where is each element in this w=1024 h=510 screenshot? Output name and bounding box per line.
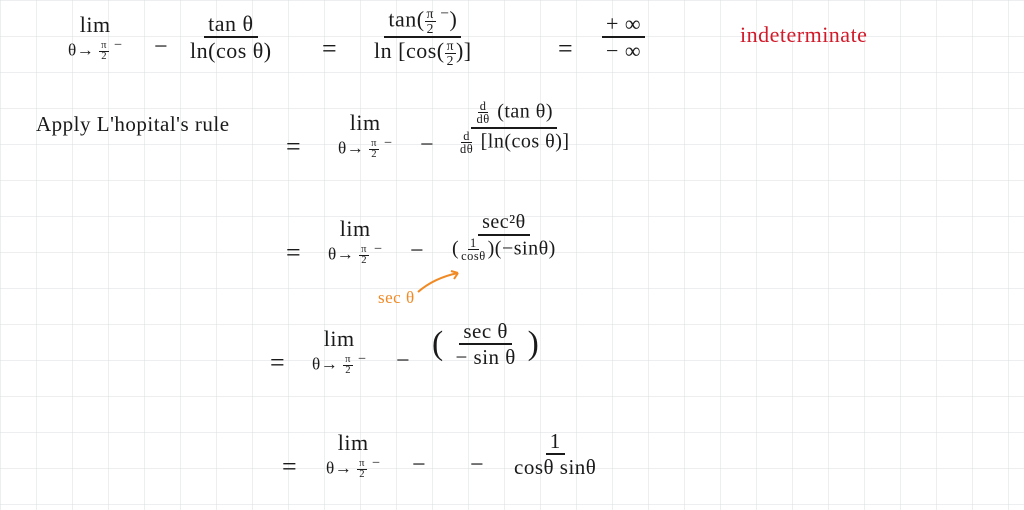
line2-frac: ddθ (tan θ) ddθ [ln(cos θ)] [454, 100, 574, 156]
line1-minus: − [154, 34, 168, 61]
handwriting-layer: lim θ→ π2 − − tan θ ln(cos θ) = tan(π2 −… [0, 0, 1024, 510]
line5-num: 1 [546, 430, 565, 455]
line4-eq: = [270, 348, 285, 378]
frac1-den: ln(cos θ) [186, 38, 276, 62]
frac3-num: + ∞ [602, 12, 645, 38]
frac2-num: tan(π2 −) [384, 6, 461, 38]
line1-frac3: + ∞ − ∞ [602, 12, 645, 62]
arrow-secant [410, 270, 470, 300]
line3-frac: sec²θ (1cosθ)(−sinθ) [448, 212, 560, 263]
line4-paren: ( sec θ − sin θ ) [432, 320, 539, 368]
line3-limit: lim θ→ π2 − [328, 218, 382, 267]
line4-den: − sin θ [451, 345, 519, 368]
line3-eq: = [286, 238, 301, 268]
line1-limit: lim θ→ π2 − [68, 14, 122, 63]
line5-eq: = [282, 452, 297, 482]
lhopital-label: Apply L'hopital's rule [36, 112, 230, 137]
lim-text: lim [80, 14, 111, 36]
line3-num: sec²θ [478, 212, 530, 236]
line5-minus2: − [470, 452, 484, 479]
annotation-indeterminate: indeterminate [740, 22, 867, 48]
line1-eq2: = [558, 34, 573, 64]
line1-eq1: = [322, 34, 337, 64]
line3-den: (1cosθ)(−sinθ) [448, 236, 560, 263]
line3-minus: − [410, 238, 424, 265]
line5-frac: 1 cosθ sinθ [510, 430, 600, 478]
line5-minus1: − [412, 452, 426, 479]
annotation-sec-theta: sec θ [378, 288, 415, 308]
line2-eq: = [286, 132, 301, 162]
line2-num: ddθ (tan θ) [471, 100, 557, 129]
line1-frac2: tan(π2 −) ln [cos(π2)] [370, 6, 476, 68]
line2-minus: − [420, 132, 434, 159]
line5-limit: lim θ→ π2 − [326, 432, 380, 481]
line4-num: sec θ [459, 320, 512, 345]
frac2-den: ln [cos(π2)] [370, 38, 476, 67]
line4-limit: lim θ→ π2 − [312, 328, 366, 377]
line5-den: cosθ sinθ [510, 455, 600, 478]
frac3-den: − ∞ [602, 38, 645, 62]
line2-limit: lim θ→ π2 − [338, 112, 392, 161]
line2-den: ddθ [ln(cos θ)] [454, 129, 574, 156]
frac1-num: tan θ [204, 12, 257, 38]
line4-minus: − [396, 348, 410, 375]
line1-frac1: tan θ ln(cos θ) [186, 12, 276, 62]
lim-sub: θ→ π2 − [68, 38, 122, 63]
